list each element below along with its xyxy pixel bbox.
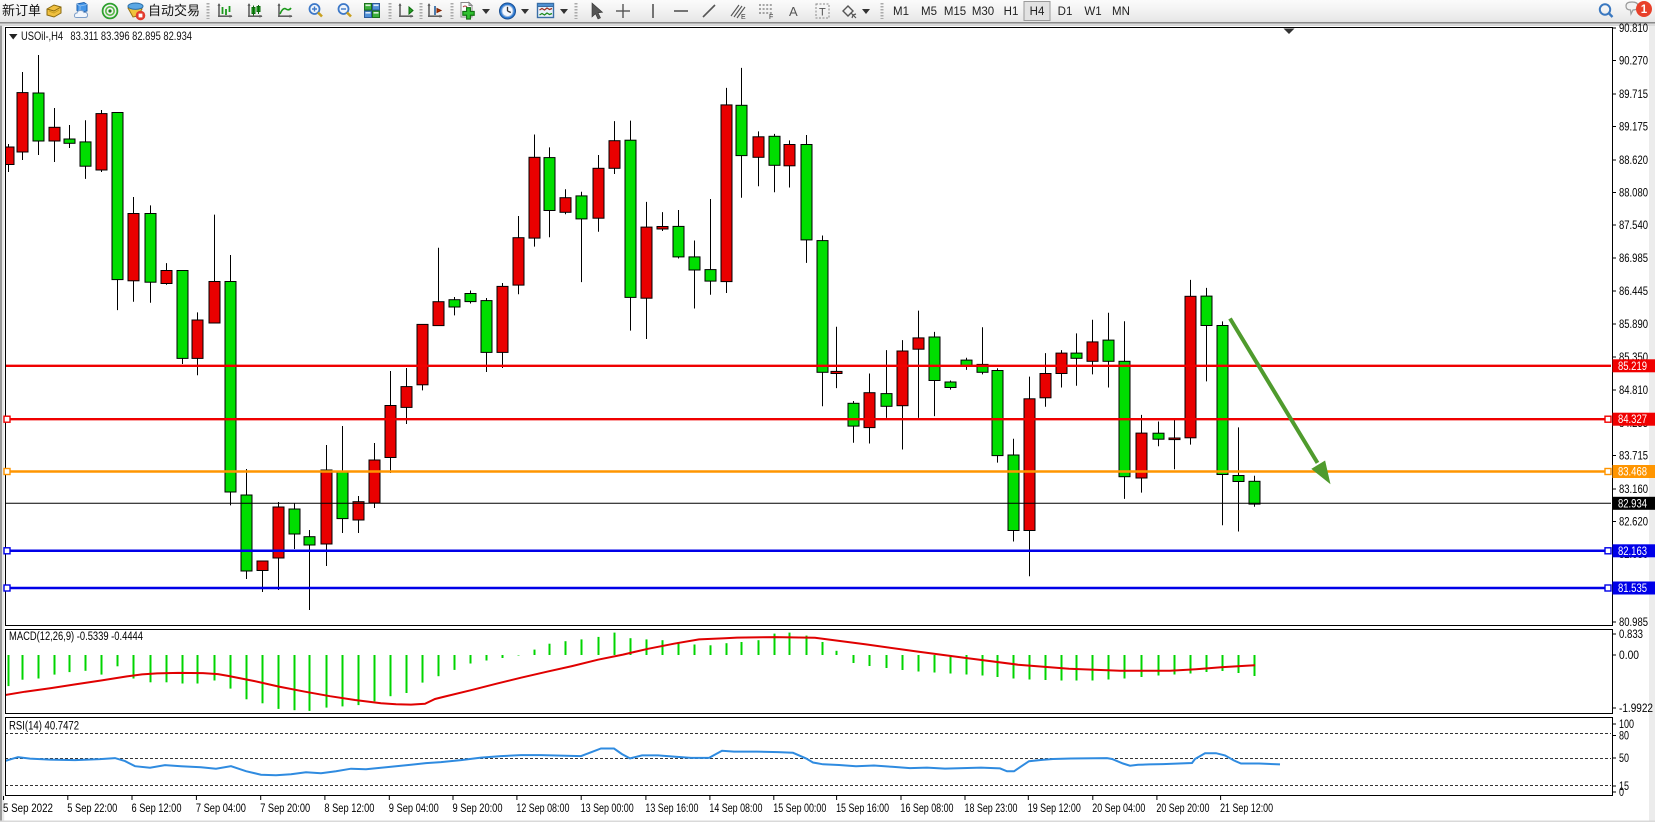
svg-text:6 Sep 12:00: 6 Sep 12:00	[132, 803, 182, 815]
svg-text:15 Sep 16:00: 15 Sep 16:00	[836, 803, 889, 815]
svg-text:84.327: 84.327	[1618, 414, 1647, 426]
svg-text:85.890: 85.890	[1619, 319, 1648, 331]
svg-text:USOil-,H4 83.311 83.396 82.89: USOil-,H4 83.311 83.396 82.895 82.934	[21, 29, 192, 43]
svg-text:83.160: 83.160	[1619, 484, 1648, 496]
svg-text:7 Sep 04:00: 7 Sep 04:00	[196, 803, 246, 815]
svg-text:H1: H1	[1004, 6, 1019, 18]
svg-text:E: E	[741, 14, 746, 21]
svg-text:86.445: 86.445	[1619, 286, 1648, 298]
svg-text:0: 0	[1619, 787, 1624, 799]
svg-text:9 Sep 20:00: 9 Sep 20:00	[453, 803, 503, 815]
svg-text:RSI(14) 40.7472: RSI(14) 40.7472	[9, 721, 79, 733]
svg-text:86.985: 86.985	[1619, 253, 1648, 265]
svg-text:0.00: 0.00	[1619, 650, 1639, 662]
svg-text:15: 15	[1619, 781, 1629, 793]
svg-text:12 Sep 08:00: 12 Sep 08:00	[516, 803, 569, 815]
svg-text:100: 100	[1619, 719, 1634, 731]
svg-text:D1: D1	[1058, 6, 1073, 18]
svg-text:MACD(12,26,9) -0.5339 -0.4444: MACD(12,26,9) -0.5339 -0.4444	[9, 631, 143, 643]
svg-text:新订单: 新订单	[2, 3, 41, 18]
svg-text:14 Sep 08:00: 14 Sep 08:00	[709, 803, 762, 815]
svg-text:90.270: 90.270	[1619, 56, 1648, 68]
svg-text:M5: M5	[921, 6, 937, 18]
svg-text:50: 50	[1619, 753, 1629, 765]
svg-text:87.540: 87.540	[1619, 220, 1648, 232]
svg-text:13 Sep 00:00: 13 Sep 00:00	[581, 803, 634, 815]
svg-text:83.468: 83.468	[1618, 467, 1647, 479]
svg-text:82.934: 82.934	[1618, 498, 1647, 510]
svg-text:1: 1	[1641, 4, 1648, 16]
svg-text:80.985: 80.985	[1619, 617, 1648, 629]
svg-text:20 Sep 04:00: 20 Sep 04:00	[1092, 803, 1145, 815]
svg-text:M1: M1	[893, 6, 909, 18]
svg-text:88.620: 88.620	[1619, 155, 1648, 167]
svg-text:W1: W1	[1084, 6, 1101, 18]
svg-text:21 Sep 12:00: 21 Sep 12:00	[1220, 803, 1273, 815]
svg-text:-1.9922: -1.9922	[1619, 703, 1653, 715]
svg-text:81.535: 81.535	[1618, 583, 1647, 595]
svg-text:15 Sep 00:00: 15 Sep 00:00	[773, 803, 826, 815]
svg-text:20 Sep 20:00: 20 Sep 20:00	[1156, 803, 1209, 815]
svg-text:H4: H4	[1030, 6, 1045, 18]
svg-text:M30: M30	[972, 6, 994, 18]
svg-text:8 Sep 12:00: 8 Sep 12:00	[324, 803, 374, 815]
svg-text:80: 80	[1619, 731, 1629, 743]
svg-text:MN: MN	[1112, 6, 1130, 18]
svg-text:5 Sep 22:00: 5 Sep 22:00	[67, 803, 117, 815]
svg-text:T: T	[819, 7, 826, 19]
svg-text:16 Sep 08:00: 16 Sep 08:00	[901, 803, 954, 815]
svg-text:85.219: 85.219	[1618, 361, 1647, 373]
svg-text:90.810: 90.810	[1619, 23, 1648, 35]
svg-text:18 Sep 23:00: 18 Sep 23:00	[965, 803, 1018, 815]
svg-text:自动交易: 自动交易	[148, 3, 200, 18]
svg-text:84.810: 84.810	[1619, 385, 1648, 397]
svg-text:9 Sep 04:00: 9 Sep 04:00	[389, 803, 439, 815]
svg-text:83.715: 83.715	[1619, 451, 1648, 463]
svg-text:19 Sep 12:00: 19 Sep 12:00	[1028, 803, 1081, 815]
svg-text:A: A	[789, 4, 798, 19]
svg-text:89.715: 89.715	[1619, 89, 1648, 101]
svg-text:F: F	[769, 14, 773, 21]
svg-text:0.833: 0.833	[1619, 629, 1643, 641]
svg-text:89.175: 89.175	[1619, 122, 1648, 134]
svg-text:5 Sep 2022: 5 Sep 2022	[3, 803, 53, 815]
svg-text:M15: M15	[944, 6, 966, 18]
svg-text:88.080: 88.080	[1619, 188, 1648, 200]
svg-text:82.163: 82.163	[1618, 546, 1647, 558]
svg-text:82.620: 82.620	[1619, 517, 1648, 529]
svg-text:7 Sep 20:00: 7 Sep 20:00	[260, 803, 310, 815]
svg-text:13 Sep 16:00: 13 Sep 16:00	[645, 803, 698, 815]
